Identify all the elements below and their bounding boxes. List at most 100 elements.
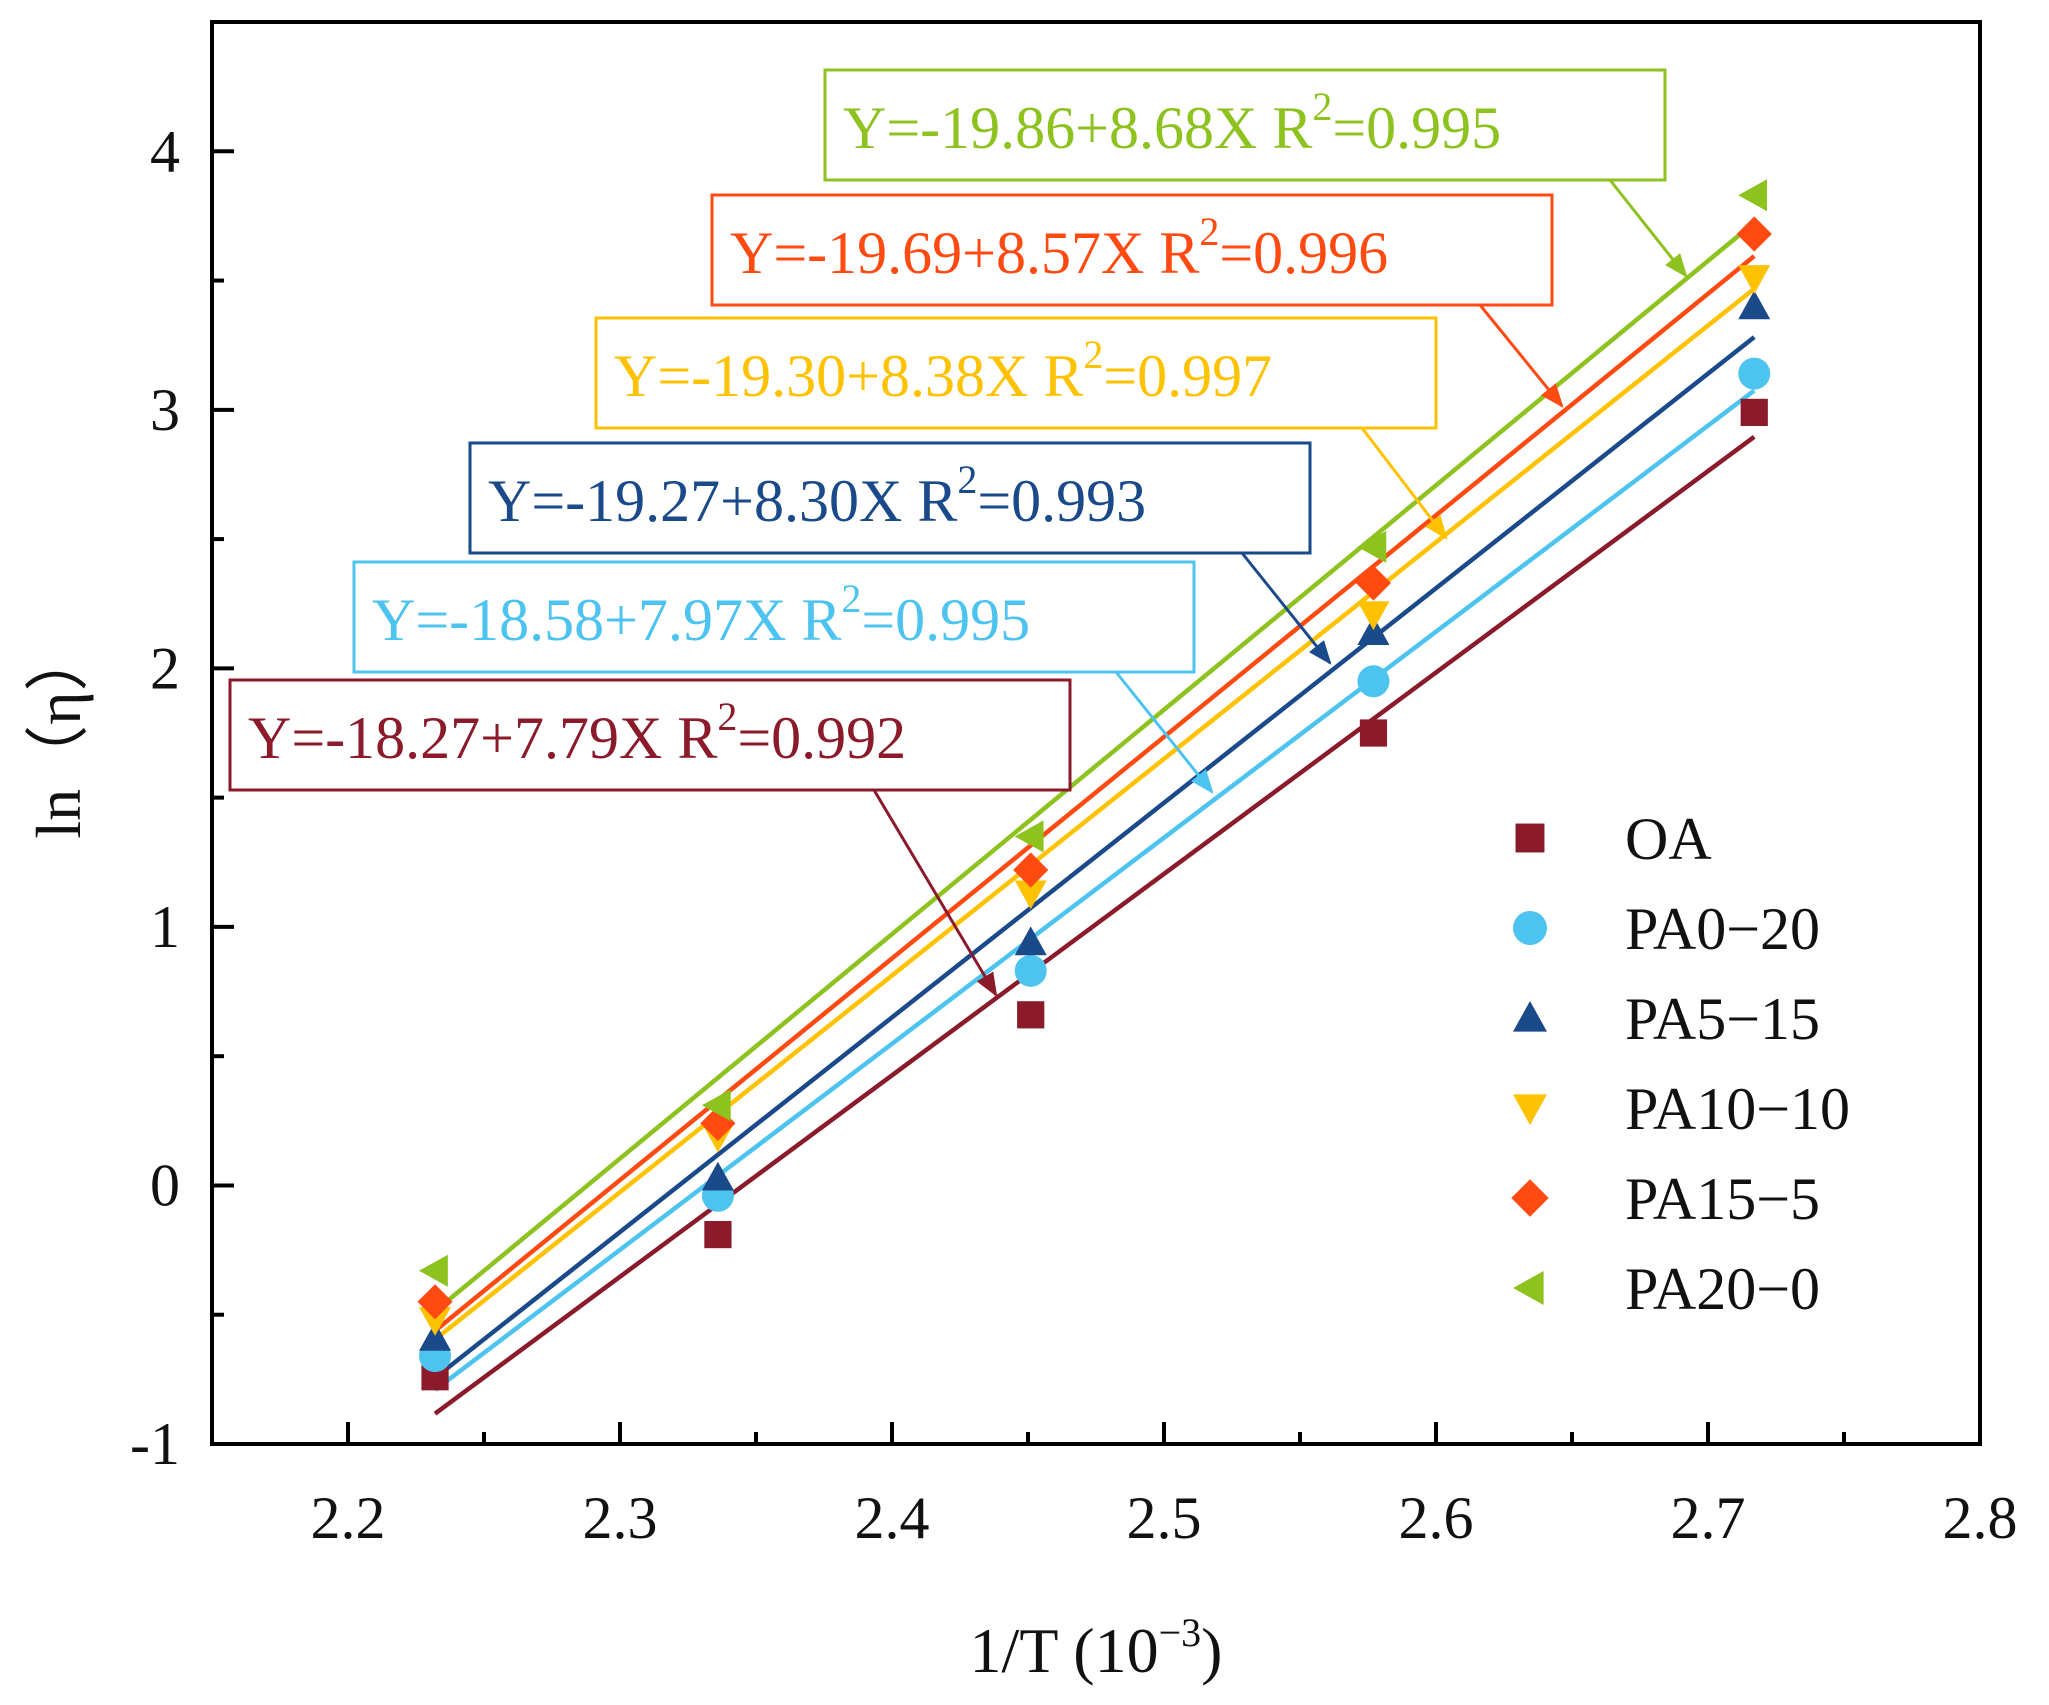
equation-r2-superscript: 2 (1312, 84, 1332, 129)
y-tick-label: 3 (150, 377, 180, 443)
data-point (1017, 1001, 1045, 1029)
data-point (1357, 616, 1390, 645)
data-point (1359, 719, 1388, 747)
equation-arrow (1360, 427, 1448, 540)
equation-r2-value: =0.997 (1103, 343, 1272, 409)
x-tick-label: 2.3 (583, 1485, 658, 1551)
fit-line (433, 388, 1756, 1392)
x-axis-title-main: 1/T (10 (970, 1615, 1159, 1686)
x-tick-label: 2.8 (1943, 1485, 2018, 1551)
x-tick-label: 2.6 (1399, 1485, 1474, 1551)
y-tick-label: 0 (150, 1152, 180, 1218)
data-point (1738, 357, 1771, 390)
equation-box (228, 678, 1072, 792)
data-point (1738, 265, 1771, 294)
legend-symbol (1515, 823, 1545, 853)
tick-layer: 2.2 2.3 2.4 2.5 2.6 2.7 2.8 -1 0 1 2 3 4 (130, 118, 2017, 1551)
equation-r2-value: =0.995 (861, 587, 1030, 653)
data-point (1736, 216, 1772, 252)
data-point (419, 1307, 452, 1336)
equation-main: Y=-19.27+8.30X R (488, 468, 957, 534)
legend-label: PA0−20 (1625, 896, 1820, 962)
equation-main: Y=-19.30+8.38X R (614, 343, 1083, 409)
x-tick-label: 2.2 (311, 1485, 386, 1551)
y-tick-label: 4 (150, 118, 180, 184)
equation-r2-value: =0.996 (1219, 220, 1388, 286)
equation-main: Y=-18.27+7.79X R (248, 705, 717, 771)
data-point (700, 1105, 736, 1142)
x-axis-title: 1/T (10−3) (970, 1610, 1223, 1686)
equation-r2-superscript: 2 (717, 694, 737, 739)
legend-symbol (1511, 1179, 1549, 1217)
equation-label: Y=-18.58+7.97X R2=0.995 (372, 576, 1030, 653)
equation-label: Y=-19.30+8.38X R2=0.997 (614, 332, 1272, 409)
legend: OA PA0−20 PA5−15 PA10−10 PA15−5 PA20−0 (1511, 806, 1850, 1322)
data-point (704, 1220, 732, 1249)
data-point (1740, 398, 1768, 427)
equation-arrow (1478, 304, 1564, 408)
x-tick-label: 2.5 (1127, 1485, 1202, 1551)
equation-r2-superscript: 2 (1083, 332, 1103, 377)
equation-main: Y=-18.58+7.97X R (372, 587, 841, 653)
fit-line (433, 221, 1756, 1313)
equation-main: Y=-19.86+8.68X R (843, 95, 1312, 161)
equation-label: Y=-19.86+8.68X R2=0.995 (843, 84, 1501, 161)
y-axis-title: ln（η） (23, 627, 94, 838)
data-point (1013, 852, 1049, 888)
data-point (417, 1284, 453, 1320)
x-axis-title-exponent: −3 (1159, 1610, 1202, 1655)
equation-label: Y=-19.69+8.57X R2=0.996 (730, 209, 1388, 286)
data-point (419, 1321, 452, 1351)
data-point (419, 1254, 448, 1287)
legend-label: PA5−15 (1625, 986, 1820, 1052)
equation-box (352, 560, 1196, 674)
x-tick-label: 2.4 (855, 1485, 930, 1551)
data-point (1014, 820, 1044, 853)
fit-lines-layer (433, 221, 1756, 1416)
y-tick-label: -1 (130, 1411, 180, 1477)
x-tick-label: 2.7 (1671, 1485, 1746, 1551)
legend-symbol (1513, 1094, 1547, 1125)
data-point (701, 1161, 734, 1191)
legend-symbol (1513, 911, 1547, 945)
equation-box (710, 193, 1554, 307)
equation-r2-superscript: 2 (957, 457, 977, 502)
data-point (1355, 565, 1392, 601)
y-tick-label: 1 (150, 894, 180, 960)
data-point (701, 1089, 731, 1122)
data-point (1738, 290, 1771, 320)
x-axis-title-close: ) (1201, 1615, 1222, 1686)
fit-line (433, 335, 1756, 1380)
legend-label: PA20−0 (1625, 1256, 1820, 1322)
points-layer (417, 179, 1772, 1391)
equation-box (594, 316, 1438, 430)
fit-line (433, 286, 1756, 1342)
data-point (1357, 665, 1390, 698)
equation-arrow (1240, 552, 1332, 665)
legend-label: OA (1625, 806, 1712, 872)
data-point (1014, 880, 1047, 910)
equation-r2-superscript: 2 (1199, 209, 1219, 254)
data-point (1014, 926, 1047, 956)
legend-label: PA15−5 (1625, 1166, 1820, 1232)
equation-box (823, 68, 1667, 182)
legend-symbol (1513, 1271, 1544, 1305)
legend-label: PA10−10 (1625, 1076, 1850, 1142)
equation-arrow (1608, 179, 1688, 278)
data-point (1738, 179, 1768, 212)
equation-arrow (872, 789, 998, 998)
legend-symbol (1513, 1001, 1547, 1032)
equation-box (468, 441, 1312, 555)
equation-label: Y=-19.27+8.30X R2=0.993 (488, 457, 1146, 534)
equation-r2-value: =0.995 (1332, 95, 1501, 161)
fit-line (433, 435, 1756, 1416)
fit-line (433, 254, 1756, 1333)
equation-label: Y=-18.27+7.79X R2=0.992 (248, 694, 906, 771)
equation-arrow (1114, 671, 1214, 794)
data-point (1014, 954, 1047, 987)
equation-r2-value: =0.993 (977, 468, 1146, 534)
plot-frame (210, 20, 1982, 1446)
equation-main: Y=-19.69+8.57X R (730, 220, 1199, 286)
